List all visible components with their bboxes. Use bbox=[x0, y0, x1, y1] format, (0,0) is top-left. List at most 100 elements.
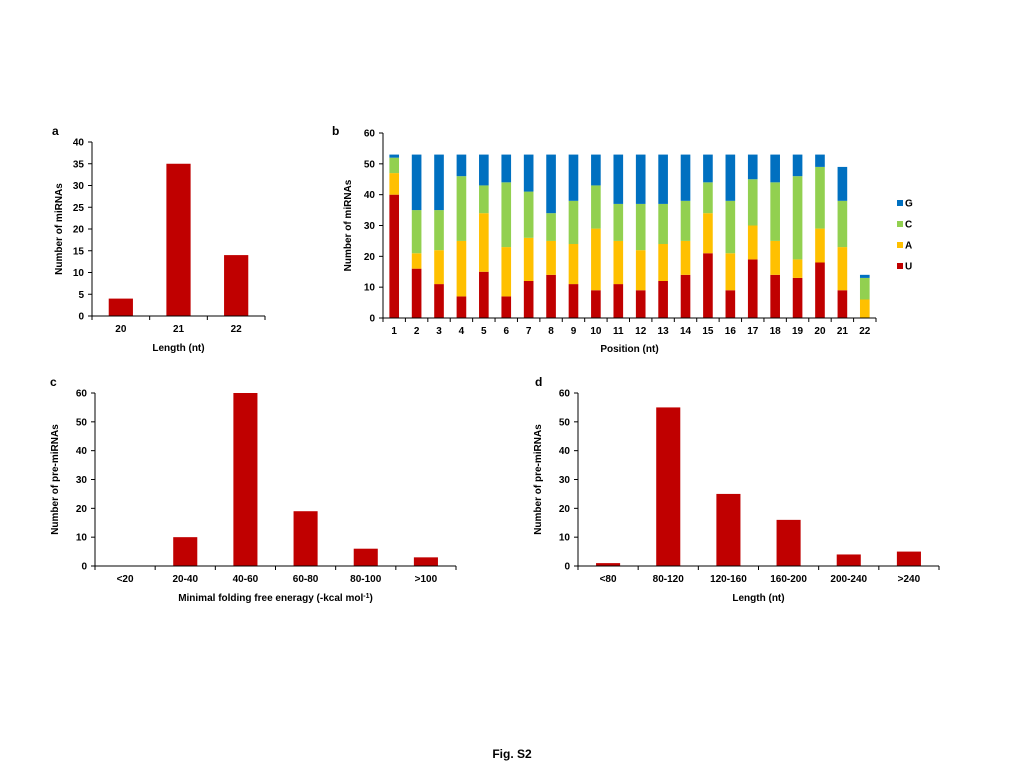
x-axis-label: Length (nt) bbox=[732, 593, 784, 604]
bar-C-22 bbox=[859, 277, 870, 300]
x-tick-label: 120-160 bbox=[710, 574, 747, 585]
bar-C-11 bbox=[613, 203, 624, 241]
bar-G-13 bbox=[658, 154, 668, 204]
bar-A-9 bbox=[568, 244, 579, 285]
x-tick-label: 40-60 bbox=[233, 574, 259, 585]
chart-panel-a: a 0 5 10 15 20 25 30 35 40 20 21 22 Length (nt) Number… bbox=[52, 124, 266, 354]
bar-A-21 bbox=[837, 247, 848, 291]
y-tick-label: 30 bbox=[364, 221, 376, 232]
y-tick-label: 20 bbox=[559, 504, 571, 515]
x-tick-label: 9 bbox=[571, 326, 577, 337]
bar-C-21 bbox=[837, 200, 848, 248]
x-tick-label: 12 bbox=[635, 326, 647, 337]
bar-G-12 bbox=[635, 154, 646, 204]
y-tick-label: 20 bbox=[364, 252, 376, 263]
x-tick-label: <80 bbox=[600, 574, 617, 585]
x-tick-label: 20 bbox=[115, 324, 127, 335]
bar-U-14 bbox=[680, 274, 691, 318]
bar-U-17 bbox=[747, 259, 758, 318]
bar-C-9 bbox=[568, 200, 579, 244]
panel-label: d bbox=[535, 375, 542, 389]
x-tick-label: 4 bbox=[459, 326, 465, 337]
bar-A-11 bbox=[613, 240, 624, 285]
x-tick-label: 16 bbox=[725, 326, 737, 337]
y-tick-label: 10 bbox=[559, 533, 571, 544]
bar-U-8 bbox=[546, 274, 556, 318]
x-axis-label: Minimal folding free eneragy (-kcal mol-… bbox=[178, 593, 373, 605]
bar-A-19 bbox=[792, 259, 803, 278]
y-tick-label: 25 bbox=[73, 203, 85, 214]
bar-U-12 bbox=[635, 290, 646, 318]
y-tick-label: 0 bbox=[369, 314, 375, 325]
bar-A-6 bbox=[501, 247, 512, 297]
bar-U-13 bbox=[658, 281, 668, 318]
x-tick-label: 11 bbox=[613, 326, 624, 337]
bar-A-18 bbox=[770, 240, 780, 275]
y-tick-label: 10 bbox=[76, 533, 88, 544]
x-tick-label: <20 bbox=[117, 574, 134, 585]
bar-U-21 bbox=[837, 290, 848, 318]
x-tick-label: >100 bbox=[415, 574, 438, 585]
bar-A-3 bbox=[434, 250, 444, 285]
bar-C-5 bbox=[479, 185, 489, 214]
bar-U-4 bbox=[456, 296, 467, 318]
bar-C-16 bbox=[725, 200, 736, 254]
bar-A-10 bbox=[591, 228, 601, 291]
panel-label: c bbox=[50, 375, 57, 389]
y-axis-label: Number of miRNAs bbox=[343, 179, 354, 271]
x-tick-label: 160-200 bbox=[770, 574, 807, 585]
x-tick-label: 1 bbox=[391, 326, 397, 337]
figure-caption: Fig. S2 bbox=[492, 747, 532, 761]
x-tick-label: 20 bbox=[814, 326, 826, 337]
x-tick-label: 17 bbox=[747, 326, 759, 337]
x-tick-label: 22 bbox=[231, 324, 243, 335]
x-tick-label: 21 bbox=[173, 324, 185, 335]
bar->100 bbox=[413, 557, 438, 566]
x-tick-label: 5 bbox=[481, 326, 487, 337]
bar-A-14 bbox=[680, 240, 691, 275]
bar-U-6 bbox=[501, 296, 512, 318]
y-tick-label: 40 bbox=[559, 446, 571, 457]
y-tick-label: 40 bbox=[73, 138, 85, 149]
bar-G-17 bbox=[747, 154, 758, 180]
bar-60-80 bbox=[293, 511, 318, 566]
bar-U-20 bbox=[815, 262, 825, 318]
bar-C-19 bbox=[792, 176, 803, 260]
bar-A-1 bbox=[389, 173, 400, 195]
bar-U-7 bbox=[523, 281, 534, 318]
bar-40-60 bbox=[233, 393, 258, 566]
bar-U-2 bbox=[411, 268, 422, 318]
y-tick-label: 20 bbox=[73, 225, 85, 236]
bar-G-19 bbox=[792, 154, 803, 177]
bar-80-100 bbox=[353, 548, 378, 566]
x-tick-label: 8 bbox=[548, 326, 554, 337]
x-tick-label: 60-80 bbox=[293, 574, 319, 585]
bar-G-15 bbox=[703, 154, 713, 183]
bar-U-11 bbox=[613, 284, 624, 318]
x-tick-label: 13 bbox=[658, 326, 670, 337]
y-tick-label: 30 bbox=[73, 181, 85, 192]
bar-C-4 bbox=[456, 176, 467, 241]
y-axis-label: Number of pre-miRNAs bbox=[50, 424, 61, 535]
bar-C-13 bbox=[658, 203, 668, 244]
bar-20-40 bbox=[173, 537, 198, 566]
bar-G-16 bbox=[725, 154, 736, 201]
y-tick-label: 10 bbox=[73, 268, 85, 279]
bar-A-13 bbox=[658, 244, 668, 281]
y-tick-label: 35 bbox=[73, 159, 85, 170]
bar-<80 bbox=[596, 563, 621, 566]
bar-20 bbox=[108, 298, 133, 316]
bar-U-9 bbox=[568, 284, 579, 318]
legend-label-G: G bbox=[905, 199, 913, 210]
bar-A-22 bbox=[859, 299, 870, 318]
bar-G-11 bbox=[613, 154, 624, 204]
chart-panel-c: c 0 10 20 30 40 50 60 <20 20-40 40-60 60-80 80-100 >1… bbox=[50, 375, 457, 605]
bar-C-12 bbox=[635, 203, 646, 251]
x-tick-label: 18 bbox=[770, 326, 782, 337]
y-tick-label: 0 bbox=[78, 312, 84, 323]
bar-G-4 bbox=[456, 154, 467, 177]
x-tick-label: 80-100 bbox=[350, 574, 382, 585]
legend-label-U: U bbox=[905, 262, 912, 273]
bar-C-7 bbox=[523, 191, 534, 238]
